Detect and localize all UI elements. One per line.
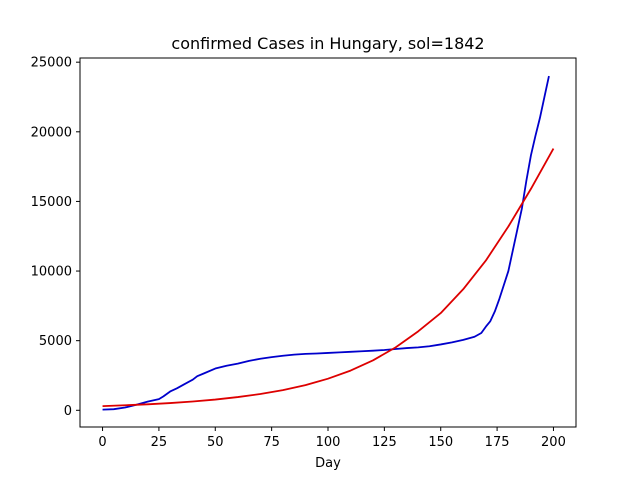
x-tick-label: 100 xyxy=(316,435,341,450)
x-tick-label: 75 xyxy=(263,435,280,450)
y-axis: 0 5000 10000 15000 20000 25000 xyxy=(31,56,80,419)
x-tick-label: 50 xyxy=(207,435,224,450)
x-tick-label: 200 xyxy=(541,435,566,450)
y-tick-label: 15000 xyxy=(31,195,72,210)
x-tick-label: 25 xyxy=(151,435,168,450)
x-tick-label: 175 xyxy=(485,435,510,450)
x-tick-label: 125 xyxy=(372,435,397,450)
plot-area-frame xyxy=(79,57,577,428)
x-axis: 0 25 50 75 100 125 150 175 200 xyxy=(98,427,566,450)
y-tick-label: 25000 xyxy=(31,56,72,71)
x-axis-label: Day xyxy=(315,456,341,471)
y-tick-label: 5000 xyxy=(39,334,72,349)
series-lines xyxy=(102,75,555,411)
y-tick-label: 10000 xyxy=(31,265,72,280)
x-tick-label: 0 xyxy=(98,435,106,450)
y-tick-label: 0 xyxy=(64,404,72,419)
y-tick-label: 20000 xyxy=(31,125,72,140)
series-line-blue xyxy=(102,75,550,411)
chart-title: confirmed Cases in Hungary, sol=1842 xyxy=(171,34,484,53)
x-tick-label: 150 xyxy=(428,435,453,450)
series-line-red xyxy=(102,148,555,408)
